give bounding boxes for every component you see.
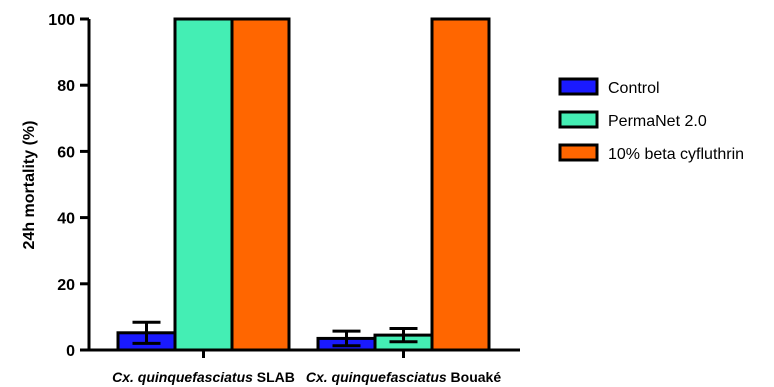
x-tick-label-species: Cx. quinquefasciatus [306,369,447,385]
bars [116,17,491,352]
x-tick-label: Cx. quinquefasciatus Bouaké [306,369,501,385]
y-tick-label: 100 [48,12,75,29]
legend-label: Control [608,80,660,97]
bar [230,17,291,352]
y-axis: 0 20 40 60 80 100 [48,12,91,360]
y-tick-label: 60 [57,144,75,161]
y-tick-label: 0 [66,343,75,360]
legend-swatch [558,143,599,162]
x-tick-label: Cx. quinquefasciatus SLAB [112,369,295,385]
legend: Control PermaNet 2.0 10% beta cyfluthrin [558,77,744,163]
legend-swatch [558,77,599,96]
bar [430,17,491,352]
y-tick-label: 80 [57,78,75,95]
legend-label: PermaNet 2.0 [608,113,707,130]
x-tick-label-strain: SLAB [253,369,295,385]
x-tick-label-strain: Bouaké [447,369,502,385]
legend-label: 10% beta cyfluthrin [608,146,744,163]
bar [173,17,234,352]
y-axis-title: 24h mortality (%) [21,121,38,250]
y-tick-label: 40 [57,211,75,228]
x-axis: Cx. quinquefasciatus SLAB Cx. quinquefasc… [89,348,520,385]
y-tick-label: 20 [57,277,75,294]
legend-swatch [558,110,599,129]
x-tick-label-species: Cx. quinquefasciatus [112,369,253,385]
